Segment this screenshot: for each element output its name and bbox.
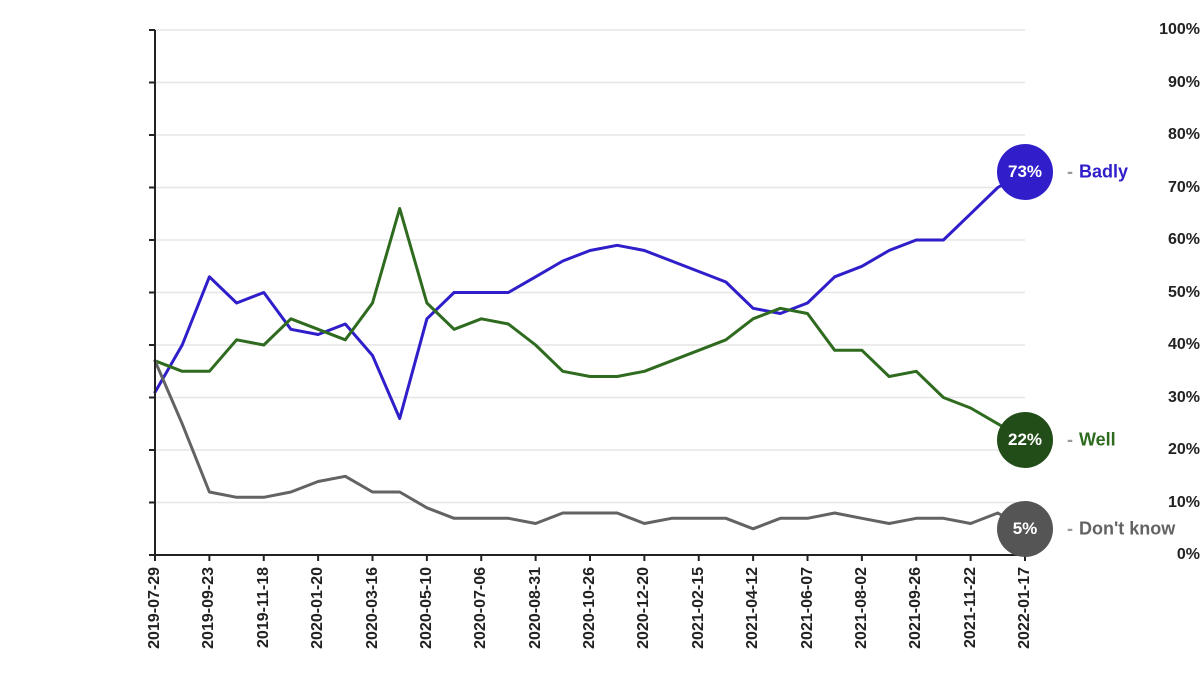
line-chart: 0%10%20%30%40%50%60%70%80%90%100%2019-07… [0, 0, 1200, 700]
x-tick-label: 2021-11-22 [962, 567, 980, 648]
series-end-bubble: 5% [997, 501, 1053, 557]
series-end-label: -Badly [1061, 161, 1128, 182]
series-line [155, 361, 1025, 529]
series-name: Badly [1079, 161, 1128, 181]
x-tick-label: 2020-05-10 [418, 567, 436, 649]
series-end-bubble: 22% [997, 412, 1053, 468]
series-line [155, 209, 1025, 440]
y-tick-label: 40% [1057, 336, 1200, 354]
series-name: Well [1079, 429, 1116, 449]
x-tick-label: 2021-02-15 [690, 567, 708, 649]
x-tick-label: 2020-01-20 [309, 567, 327, 649]
x-tick-label: 2022-01-17 [1016, 567, 1034, 649]
y-tick-label: 50% [1057, 284, 1200, 302]
y-tick-label: 60% [1057, 231, 1200, 249]
x-tick-label: 2020-03-16 [364, 567, 382, 649]
x-tick-label: 2019-09-23 [200, 567, 218, 649]
series-end-label: -Well [1061, 429, 1116, 450]
x-tick-label: 2020-10-26 [581, 567, 599, 649]
x-tick-label: 2021-08-02 [853, 567, 871, 649]
x-tick-label: 2021-04-12 [744, 567, 762, 649]
x-tick-label: 2020-07-06 [472, 567, 490, 649]
y-tick-label: 90% [1057, 74, 1200, 92]
series-name: Don't know [1079, 518, 1175, 538]
series-end-bubble: 73% [997, 144, 1053, 200]
y-tick-label: 30% [1057, 389, 1200, 407]
y-tick-label: 0% [1057, 546, 1200, 564]
x-tick-label: 2020-12-20 [635, 567, 653, 649]
series-line [155, 172, 1025, 419]
x-tick-label: 2019-11-18 [255, 567, 273, 648]
x-tick-label: 2019-07-29 [146, 567, 164, 649]
y-tick-label: 100% [1057, 21, 1200, 39]
y-tick-label: 10% [1057, 494, 1200, 512]
x-tick-label: 2021-06-07 [799, 567, 817, 649]
x-tick-label: 2020-08-31 [527, 567, 545, 649]
series-end-label: -Don't know [1061, 518, 1175, 539]
y-tick-label: 80% [1057, 126, 1200, 144]
x-tick-label: 2021-09-26 [907, 567, 925, 649]
